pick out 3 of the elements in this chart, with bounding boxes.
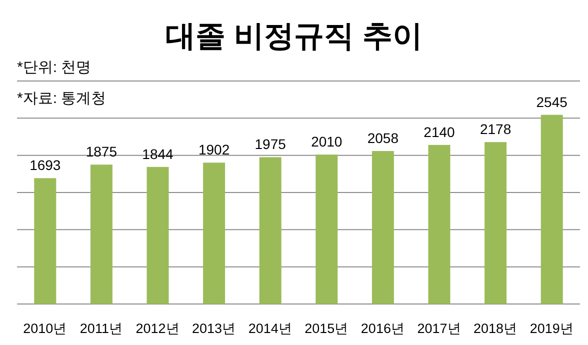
annotation: *자료: 통계청 <box>17 90 106 107</box>
annotation: *단위: 천명 <box>17 59 92 76</box>
title: 대졸 비정규직 추이 <box>166 20 422 53</box>
